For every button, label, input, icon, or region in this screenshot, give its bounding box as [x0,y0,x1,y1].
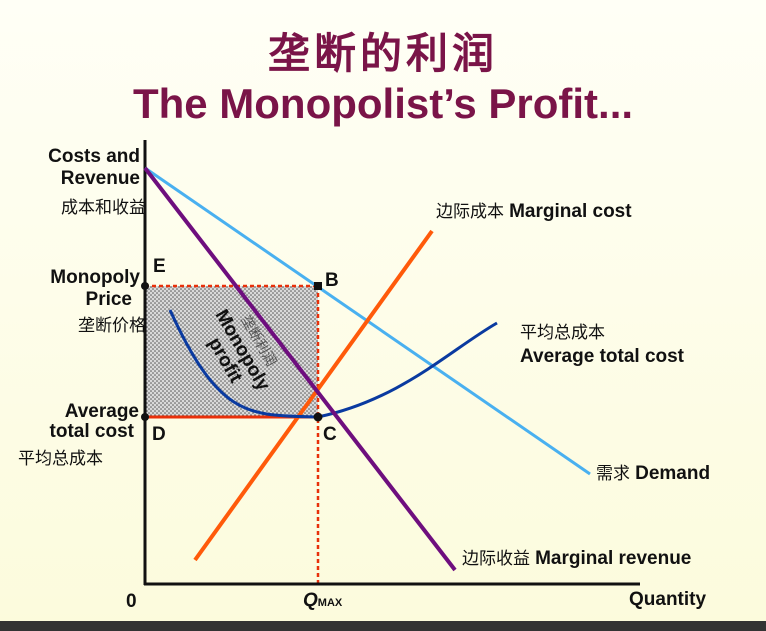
point-c-label: C [323,424,337,445]
title-english: The Monopolist’s Profit... [132,80,634,127]
marginal-cost-label: 边际成本 Marginal cost [436,201,632,223]
y-axis-label-line2: Revenue [60,168,140,189]
marginal-revenue-curve [143,166,457,572]
atc-label-line1: Average [64,401,139,422]
demand-label-en: Demand [635,463,711,484]
origin-label: 0 [126,591,137,612]
marginal-revenue-label-zh: 边际收益 [462,549,530,569]
qmax-label: QMAX [303,590,342,612]
price-label-line1: Monopoly [50,267,140,288]
marginal-revenue-label-en: Marginal revenue [535,548,692,569]
x-axis-label: Quantity [629,589,707,610]
marginal-revenue-label: 边际收益 Marginal revenue [462,548,691,570]
point-c-dot [313,412,323,422]
y-axis-label-line1: Costs and [48,146,140,167]
atc-label-line2: total cost [49,421,134,442]
marginal-cost-curve [193,229,434,562]
point-d-dot [141,413,149,421]
average-total-cost-label-zh: 平均总成本 [520,323,605,343]
price-label-line2: Price [85,289,132,310]
atc-label-zh: 平均总成本 [18,449,103,469]
price-label-zh: 垄断价格 [78,316,146,336]
qmax-symbol: Q [303,590,318,611]
average-total-cost-label-en: Average total cost [520,346,685,367]
point-e-label: E [153,256,166,277]
point-d-label: D [152,424,166,445]
profit-rectangle [145,286,318,417]
demand-label: 需求 Demand [596,463,710,485]
marginal-cost-label-en: Marginal cost [509,201,632,222]
point-b-label: B [325,270,339,291]
demand-label-zh: 需求 [596,464,630,484]
y-axis-label-zh: 成本和收益 [61,198,146,218]
point-e-dot [141,282,149,290]
bottom-bar [0,621,766,631]
qmax-subscript: MAX [317,597,343,609]
point-b-dot [314,282,322,290]
title-chinese: 垄断的利润 [267,29,498,78]
marginal-cost-label-zh: 边际成本 [436,202,504,222]
